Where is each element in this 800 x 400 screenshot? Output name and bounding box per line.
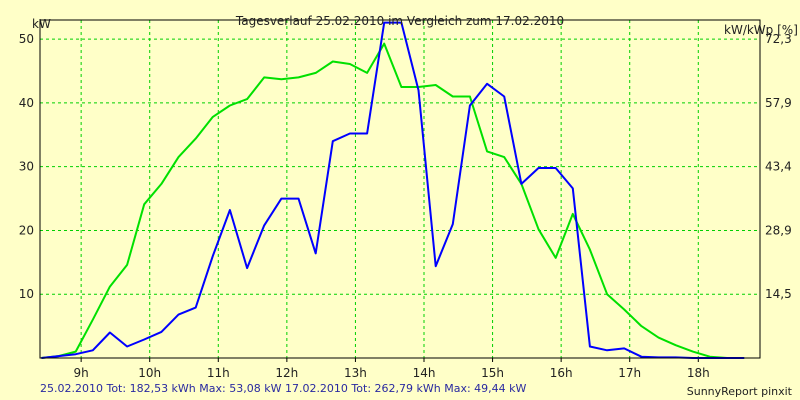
plot-frame <box>39 19 761 359</box>
x-tick-label: 15h <box>481 366 504 380</box>
y-axis-right-label: kW/kWp [%] <box>724 23 798 37</box>
y-tick-label-right: 14,5 <box>765 287 792 301</box>
x-tick-label: 16h <box>550 366 573 380</box>
y-axis-left-label: kW <box>32 17 51 31</box>
footer-credit: SunnyReport pinxit <box>687 385 793 398</box>
y-tick-label-right: 43,4 <box>765 160 792 174</box>
plot-area <box>40 20 760 358</box>
y-tick-label-right: 72,3 <box>765 32 792 46</box>
grid <box>40 20 760 362</box>
series-line-25-02-2010 <box>41 21 745 359</box>
y-tick-label-left: 30 <box>19 160 34 174</box>
x-tick-label: 14h <box>413 366 436 380</box>
x-tick-label: 10h <box>138 366 161 380</box>
y-tick-label-right: 57,9 <box>765 96 792 110</box>
axis-labels: 9h 10h 11h 12h 13h 14h 15h 16h 17h 18h 10 14,5 20 28,… <box>19 32 792 380</box>
y-tick-label-right: 28,9 <box>765 223 792 237</box>
y-tick-label-left: 10 <box>19 287 34 301</box>
x-tick-label: 11h <box>207 366 230 380</box>
footer-legend: 25.02.2010 Tot: 182,53 kWh Max: 53,08 kW… <box>40 382 527 395</box>
y-tick-label-left: 50 <box>19 32 34 46</box>
y-tick-label-left: 40 <box>19 96 34 110</box>
series-layer <box>41 21 745 359</box>
x-tick-label: 9h <box>74 366 89 380</box>
x-tick-label: 18h <box>687 366 710 380</box>
y-tick-label-left: 20 <box>19 223 34 237</box>
chart-title: Tagesverlauf 25.02.2010 im Vergleich zum… <box>235 14 564 28</box>
series-line-17-02-2010 <box>41 42 745 359</box>
x-tick-label: 12h <box>275 366 298 380</box>
x-tick-label: 13h <box>344 366 367 380</box>
x-tick-label: 17h <box>618 366 641 380</box>
